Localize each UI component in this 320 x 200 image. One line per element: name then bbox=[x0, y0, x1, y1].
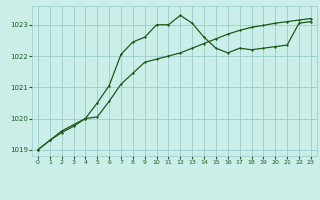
Text: Graphe pression niveau de la mer (hPa): Graphe pression niveau de la mer (hPa) bbox=[58, 179, 262, 188]
